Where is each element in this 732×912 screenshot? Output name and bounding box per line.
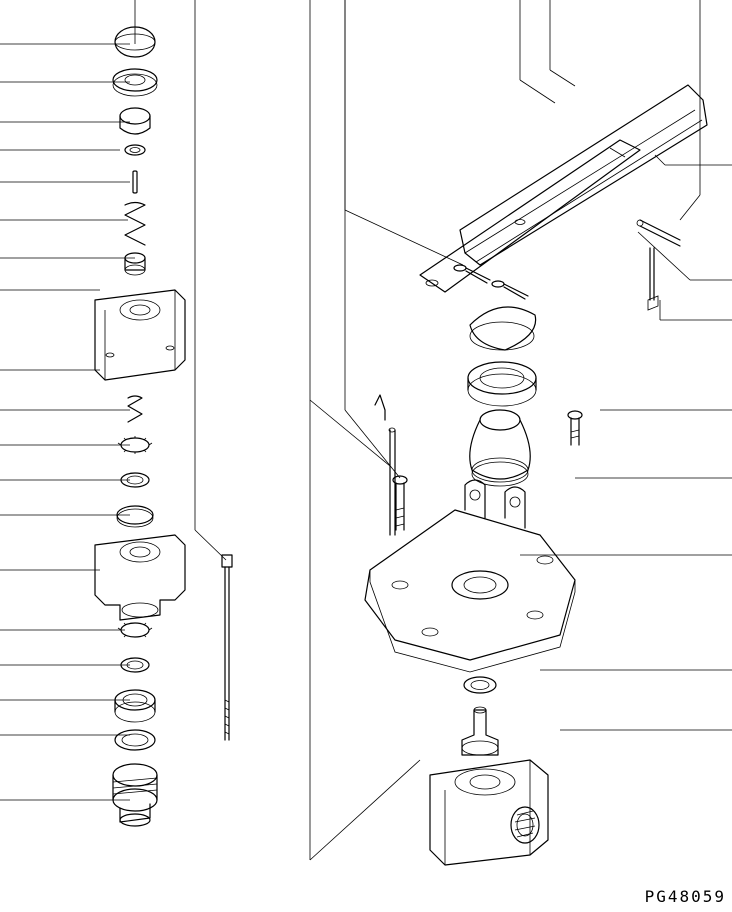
- pedal-assembly: [420, 85, 707, 310]
- cap-dome: [470, 307, 536, 350]
- o-ring-center: [464, 677, 496, 693]
- stem: [462, 707, 498, 755]
- valve-body-2: [95, 535, 185, 620]
- lever-arm: [420, 140, 640, 292]
- leader-lines: [0, 0, 732, 860]
- pin-1: [133, 171, 137, 193]
- boot-seal: [470, 410, 530, 486]
- spring-2: [128, 396, 142, 422]
- cup-seal-1: [120, 108, 150, 134]
- split-pins: [454, 265, 528, 299]
- drawing-id: PG48059: [645, 887, 726, 906]
- left-stack: [95, 27, 185, 826]
- pedal-pad: [460, 85, 707, 265]
- long-bolt: [222, 555, 232, 740]
- center-assembly: [365, 265, 582, 865]
- threaded-plug: [113, 764, 157, 826]
- l-pin: [375, 395, 395, 535]
- small-ring-1: [125, 145, 145, 155]
- exploded-diagram: PG48059: [0, 0, 732, 912]
- o-ring-3: [115, 730, 155, 750]
- fitting-1: [125, 253, 145, 275]
- spring-1: [125, 203, 145, 246]
- washer-1: [113, 69, 157, 91]
- flange-bolt-1: [568, 411, 582, 445]
- retainer-ring: [468, 362, 536, 406]
- lower-valve-body: [430, 760, 548, 865]
- valve-body-1: [95, 290, 185, 380]
